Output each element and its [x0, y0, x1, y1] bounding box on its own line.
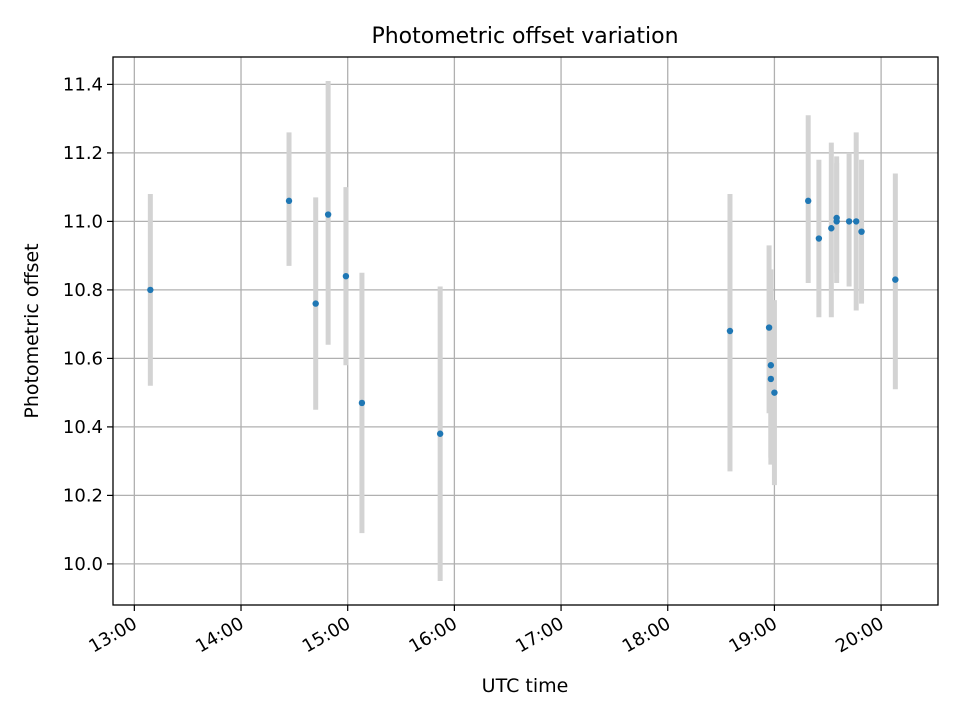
data-point: [342, 273, 350, 280]
data-point: [436, 430, 444, 437]
data-point: [767, 375, 775, 383]
plot-area: [112, 56, 939, 606]
y-tick-label: 11.0: [63, 211, 103, 232]
x-axis-label: UTC time: [482, 675, 569, 697]
y-axis-label: Photometric offset: [21, 243, 43, 418]
plot-background: [113, 57, 938, 605]
data-point: [147, 286, 154, 294]
data-point: [858, 228, 865, 235]
data-point: [805, 197, 812, 205]
data-point: [726, 327, 734, 335]
data-point: [845, 218, 853, 225]
data-point: [767, 362, 775, 369]
data-point: [853, 218, 860, 225]
y-tick-label: 10.8: [63, 280, 103, 301]
y-tick-label: 10.6: [63, 348, 103, 369]
data-point: [828, 225, 835, 232]
y-tick-label: 10.0: [63, 554, 103, 575]
y-tick-label: 11.2: [63, 143, 103, 164]
data-point: [765, 324, 773, 331]
y-tick-label: 10.2: [63, 485, 103, 506]
data-point: [833, 214, 840, 222]
plot-frame: [112, 56, 939, 606]
data-point: [815, 235, 823, 242]
data-point: [324, 211, 332, 218]
y-axis-ticks: 10.0 10.2 10.4 10.6 10.8 11.0 11.2 11.4: [63, 74, 113, 575]
y-tick-label: 10.4: [63, 417, 103, 438]
chart-title: Photometric offset variation: [371, 24, 678, 49]
data-point: [285, 197, 293, 205]
data-point: [312, 300, 319, 307]
grid: [113, 57, 938, 605]
data-point: [892, 276, 899, 283]
y-tick-label: 11.4: [63, 74, 103, 95]
data-point: [771, 389, 778, 396]
data-point: [358, 399, 366, 407]
data-points: [147, 197, 899, 437]
